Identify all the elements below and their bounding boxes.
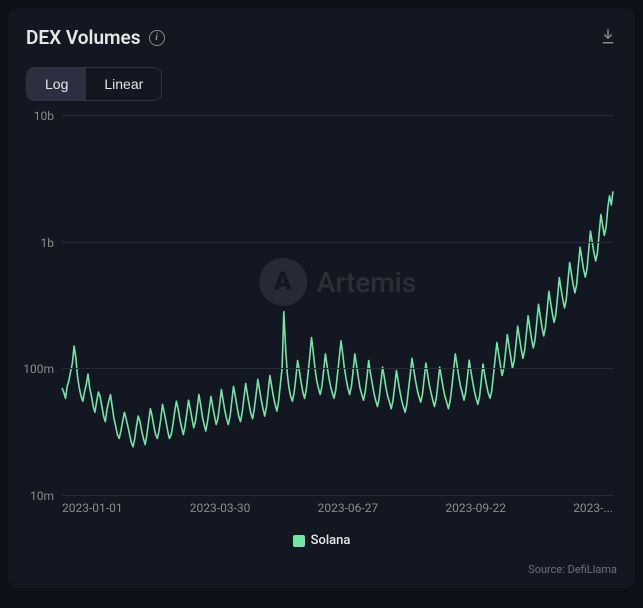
x-tick-label: 2023-06-27 — [318, 501, 379, 515]
scale-toggle: Log Linear — [26, 67, 162, 101]
x-axis: 2023-01-01 2023-03-30 2023-06-27 2023-09-22… — [62, 501, 613, 515]
log-button[interactable]: Log — [27, 68, 86, 100]
series-line — [62, 191, 613, 446]
x-tick-label: 2023-01-01 — [62, 501, 123, 515]
legend-swatch — [293, 535, 305, 547]
y-tick-label: 10m — [30, 489, 62, 503]
chart-area: A Artemis 10m100m1b10b — [62, 115, 613, 495]
x-tick-label: 2023-03-30 — [190, 501, 251, 515]
gridline: 100m — [62, 368, 613, 369]
x-tick-label: 2023-09-22 — [445, 501, 506, 515]
y-tick-label: 10b — [34, 109, 62, 123]
legend: Solana — [26, 533, 617, 548]
linear-button[interactable]: Linear — [86, 68, 161, 100]
x-tick-label: 2023-... — [573, 501, 613, 515]
y-tick-label: 100m — [23, 362, 62, 376]
line-series — [62, 115, 613, 495]
gridline: 1b — [62, 242, 613, 243]
chart-title: DEX Volumes — [26, 26, 141, 49]
card-header: DEX Volumes i — [26, 26, 617, 49]
download-icon[interactable] — [599, 27, 617, 49]
legend-label: Solana — [311, 533, 351, 548]
chart-card: DEX Volumes i Log Linear A Artemis 10m10… — [8, 8, 635, 588]
gridline: 10m — [62, 495, 613, 496]
y-tick-label: 1b — [41, 236, 62, 250]
source-label: Source: DefiLlama — [528, 563, 617, 576]
info-icon[interactable]: i — [149, 30, 165, 46]
gridline: 10b — [62, 115, 613, 116]
title-wrap: DEX Volumes i — [26, 26, 165, 49]
